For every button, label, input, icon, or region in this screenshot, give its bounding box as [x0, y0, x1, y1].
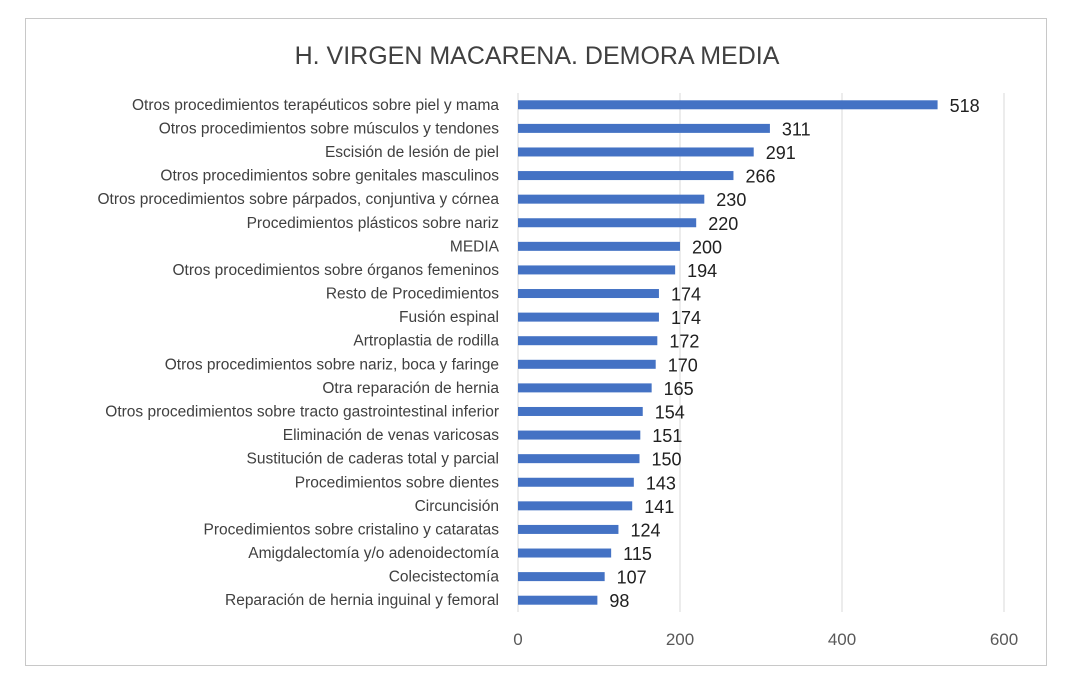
bar — [518, 595, 598, 605]
value-label: 311 — [782, 119, 811, 139]
bars — [518, 100, 938, 605]
bar — [518, 454, 640, 464]
category-labels: Otros procedimientos terapéuticos sobre … — [98, 97, 500, 609]
value-label: 194 — [687, 261, 717, 281]
category-label: Otros procedimientos sobre órganos femen… — [172, 262, 499, 279]
category-label: Procedimientos plásticos sobre nariz — [247, 215, 499, 232]
value-label: 141 — [644, 497, 674, 517]
value-label: 220 — [708, 214, 738, 234]
value-label: 107 — [617, 568, 647, 588]
bar — [518, 383, 652, 393]
category-label: Circuncisión — [415, 498, 499, 515]
bar — [518, 336, 658, 346]
value-label: 200 — [692, 237, 722, 257]
x-tick-label: 600 — [990, 630, 1018, 649]
category-label: Procedimientos sobre dientes — [295, 474, 499, 491]
bar — [518, 430, 641, 440]
value-label: 143 — [646, 473, 676, 493]
bar — [518, 312, 659, 322]
category-label: Sustitución de caderas total y parcial — [247, 451, 499, 468]
chart-title: H. VIRGEN MACARENA. DEMORA MEDIA — [295, 42, 780, 70]
category-label: Otros procedimientos sobre tracto gastro… — [105, 403, 499, 420]
category-label: Otros procedimientos sobre músculos y te… — [159, 120, 500, 137]
value-label: 170 — [668, 355, 698, 375]
bar — [518, 524, 619, 534]
bar — [518, 123, 770, 133]
bar — [518, 501, 633, 511]
x-tick-label: 400 — [828, 630, 856, 649]
bar — [518, 477, 634, 487]
value-label: 165 — [664, 379, 694, 399]
x-tick-label: 200 — [666, 630, 694, 649]
value-label: 174 — [671, 285, 701, 305]
category-label: Otros procedimientos terapéuticos sobre … — [132, 97, 499, 114]
value-label: 291 — [766, 143, 796, 163]
bar — [518, 147, 754, 157]
bar — [518, 241, 680, 251]
bar — [518, 406, 643, 416]
bar — [518, 218, 697, 228]
category-label: Otros procedimientos sobre genitales mas… — [160, 168, 499, 185]
bar — [518, 572, 605, 582]
category-label: Escisión de lesión de piel — [325, 144, 499, 161]
bar — [518, 359, 656, 369]
value-label: 266 — [745, 167, 775, 187]
category-label: Reparación de hernia inguinal y femoral — [225, 592, 499, 609]
bar — [518, 265, 676, 275]
category-label: Colecistectomía — [389, 569, 500, 586]
value-label: 230 — [716, 190, 746, 210]
bar — [518, 194, 705, 204]
category-label: Fusión espinal — [399, 309, 499, 326]
value-labels: 518 311 291 266 230 220 200 194 174 174 172 170 165 1… — [609, 96, 979, 611]
category-label: MEDIA — [450, 238, 500, 255]
category-label: Amigdalectomía y/o adenoidectomía — [248, 545, 499, 562]
category-label: Artroplastia de rodilla — [353, 333, 499, 350]
x-tick-label: 0 — [513, 630, 522, 649]
value-label: 124 — [630, 520, 660, 540]
value-label: 172 — [669, 332, 699, 352]
value-label: 98 — [609, 591, 629, 611]
value-label: 115 — [623, 544, 652, 564]
category-label: Resto de Procedimientos — [326, 286, 499, 303]
bar — [518, 289, 659, 299]
category-label: Otros procedimientos sobre párpados, con… — [98, 191, 500, 208]
bar — [518, 171, 734, 181]
category-label: Procedimientos sobre cristalino y catara… — [204, 521, 500, 538]
category-label: Otros procedimientos sobre nariz, boca y… — [165, 356, 499, 373]
x-axis-ticks: 0 200 400 600 — [513, 630, 1018, 649]
bar — [518, 100, 938, 110]
value-label: 150 — [652, 450, 682, 470]
value-label: 174 — [671, 308, 701, 328]
bar — [518, 548, 612, 558]
value-label: 154 — [655, 402, 685, 422]
value-label: 518 — [950, 96, 980, 116]
category-label: Eliminación de venas varicosas — [283, 427, 499, 444]
value-label: 151 — [652, 426, 682, 446]
category-label: Otra reparación de hernia — [322, 380, 499, 397]
